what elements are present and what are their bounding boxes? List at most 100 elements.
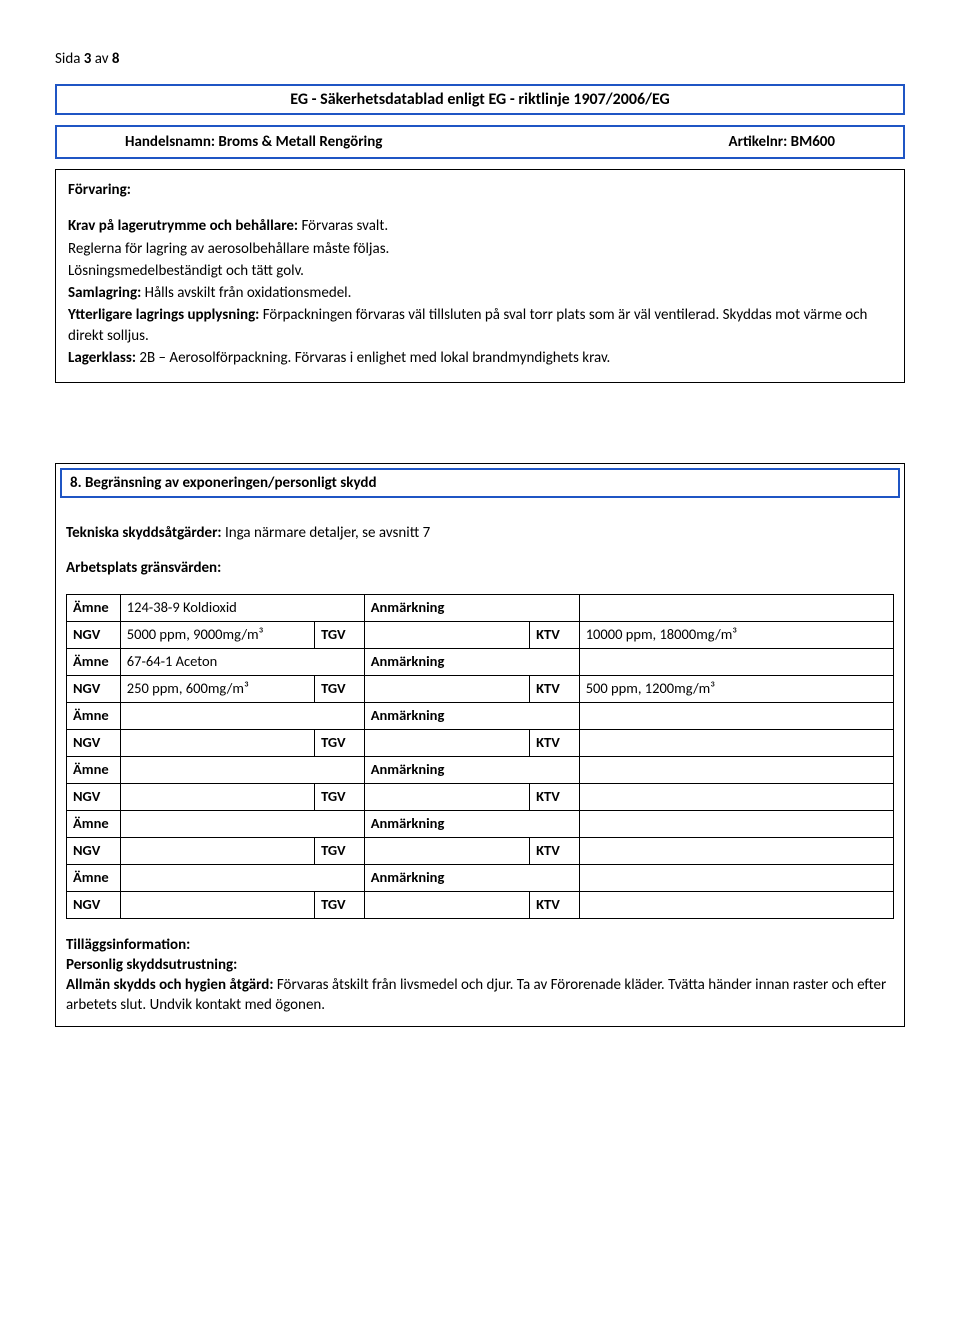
col-amne-label: Ämne (67, 702, 121, 729)
cell-anm (579, 594, 893, 621)
cell-ngv: 250 ppm, 600mg/m³ (120, 675, 314, 702)
cell-ngv (120, 837, 314, 864)
col-ngv-label: NGV (67, 729, 121, 756)
cell-tgv (364, 891, 529, 918)
cell-tgv (364, 783, 529, 810)
table-row: NGV TGV KTV (67, 783, 894, 810)
cell-tgv (364, 621, 529, 648)
cell-anm (579, 810, 893, 837)
col-anm-label: Anmärkning (364, 864, 579, 891)
table-row: NGV 250 ppm, 600mg/m³ TGV KTV 500 ppm, 1… (67, 675, 894, 702)
limits-table: Ämne 124-38-9 Koldioxid Anmärkning NGV 5… (66, 594, 894, 919)
cell-ktv (579, 837, 893, 864)
cell-anm (579, 864, 893, 891)
tech-measures-text: Inga närmare detaljer, se avsnitt 7 (222, 524, 431, 542)
table-row: Ämne Anmärkning (67, 702, 894, 729)
extra-info-heading: Tilläggsinformation: (66, 935, 894, 955)
cell-amne (120, 702, 364, 729)
workplace-limits-label: Arbetsplats gränsvärden: (66, 558, 894, 578)
col-ngv-label: NGV (67, 837, 121, 864)
storage-req-text: Förvaras svalt. (298, 217, 388, 235)
col-anm-label: Anmärkning (364, 648, 579, 675)
storage-line2: Reglerna för lagring av aerosolbehållare… (68, 239, 892, 259)
additional-info: Tilläggsinformation: Personlig skyddsutr… (66, 935, 894, 1016)
page-mid: av (91, 50, 112, 68)
col-amne-label: Ämne (67, 756, 121, 783)
col-ktv-label: KTV (530, 621, 580, 648)
storage-section: Förvaring: Krav på lagerutrymme och behå… (55, 169, 905, 383)
cell-ngv (120, 891, 314, 918)
col-anm-label: Anmärkning (364, 702, 579, 729)
col-amne-label: Ämne (67, 864, 121, 891)
cell-amne: 67-64-1 Aceton (120, 648, 364, 675)
cell-ngv (120, 783, 314, 810)
col-ktv-label: KTV (530, 891, 580, 918)
exposure-section-title: 8. Begränsning av exponeringen/personlig… (60, 468, 900, 498)
col-ktv-label: KTV (530, 783, 580, 810)
cell-ktv: 10000 ppm, 18000mg/m³ (579, 621, 893, 648)
storage-line3: Lösningsmedelbeständigt och tätt golv. (68, 261, 892, 281)
cell-ktv (579, 891, 893, 918)
article-number: Artikelnr: BM600 (729, 133, 835, 151)
cell-tgv (364, 675, 529, 702)
col-anm-label: Anmärkning (364, 756, 579, 783)
table-row: Ämne Anmärkning (67, 864, 894, 891)
storage-req-label: Krav på lagerutrymme och behållare: (68, 217, 298, 235)
col-ngv-label: NGV (67, 621, 121, 648)
storage-class-label: Lagerklass: (68, 349, 136, 367)
cell-amne: 124-38-9 Koldioxid (120, 594, 364, 621)
cell-anm (579, 648, 893, 675)
storage-extra-label: Ytterligare lagrings upplysning: (68, 306, 259, 324)
page-indicator: Sida 3 av 8 (55, 50, 905, 68)
col-amne-label: Ämne (67, 594, 121, 621)
col-ngv-label: NGV (67, 891, 121, 918)
col-ktv-label: KTV (530, 675, 580, 702)
ppe-heading: Personlig skyddsutrustning: (66, 955, 894, 975)
cell-ktv: 500 ppm, 1200mg/m³ (579, 675, 893, 702)
col-ktv-label: KTV (530, 729, 580, 756)
col-tgv-label: TGV (315, 621, 365, 648)
col-anm-label: Anmärkning (364, 810, 579, 837)
regulation-title: EG - Säkerhetsdatablad enligt EG - riktl… (65, 90, 895, 109)
col-ktv-label: KTV (530, 837, 580, 864)
col-ngv-label: NGV (67, 675, 121, 702)
table-row: Ämne 124-38-9 Koldioxid Anmärkning (67, 594, 894, 621)
table-row: NGV TGV KTV (67, 837, 894, 864)
table-row: Ämne Anmärkning (67, 810, 894, 837)
storage-samlagring-label: Samlagring: (68, 284, 141, 302)
col-tgv-label: TGV (315, 783, 365, 810)
cell-ktv (579, 783, 893, 810)
cell-anm (579, 702, 893, 729)
table-row: NGV TGV KTV (67, 891, 894, 918)
cell-tgv (364, 837, 529, 864)
table-row: Ämne 67-64-1 Aceton Anmärkning (67, 648, 894, 675)
col-tgv-label: TGV (315, 675, 365, 702)
cell-anm (579, 756, 893, 783)
col-tgv-label: TGV (315, 891, 365, 918)
exposure-section: 8. Begränsning av exponeringen/personlig… (55, 463, 905, 1027)
storage-heading: Förvaring: (68, 180, 892, 200)
storage-samlagring-text: Hålls avskilt från oxidationsmedel. (141, 284, 351, 302)
cell-ngv: 5000 ppm, 9000mg/m³ (120, 621, 314, 648)
table-row: Ämne Anmärkning (67, 756, 894, 783)
cell-ktv (579, 729, 893, 756)
col-amne-label: Ämne (67, 648, 121, 675)
col-anm-label: Anmärkning (364, 594, 579, 621)
regulation-banner: EG - Säkerhetsdatablad enligt EG - riktl… (55, 84, 905, 115)
cell-amne (120, 756, 364, 783)
tech-measures-label: Tekniska skyddsåtgärder: (66, 524, 222, 542)
col-tgv-label: TGV (315, 729, 365, 756)
page-total: 8 (112, 50, 120, 68)
product-banner: Handelsnamn: Broms & Metall Rengöring Ar… (55, 125, 905, 159)
page-prefix: Sida (55, 50, 84, 68)
cell-ngv (120, 729, 314, 756)
general-protection-label: Allmän skydds och hygien åtgärd: (66, 976, 273, 994)
table-row: NGV TGV KTV (67, 729, 894, 756)
col-tgv-label: TGV (315, 837, 365, 864)
trade-name: Handelsnamn: Broms & Metall Rengöring (125, 133, 382, 151)
table-row: NGV 5000 ppm, 9000mg/m³ TGV KTV 10000 pp… (67, 621, 894, 648)
cell-amne (120, 864, 364, 891)
col-amne-label: Ämne (67, 810, 121, 837)
cell-tgv (364, 729, 529, 756)
storage-class-text: 2B – Aerosolförpackning. Förvaras i enli… (136, 349, 610, 367)
